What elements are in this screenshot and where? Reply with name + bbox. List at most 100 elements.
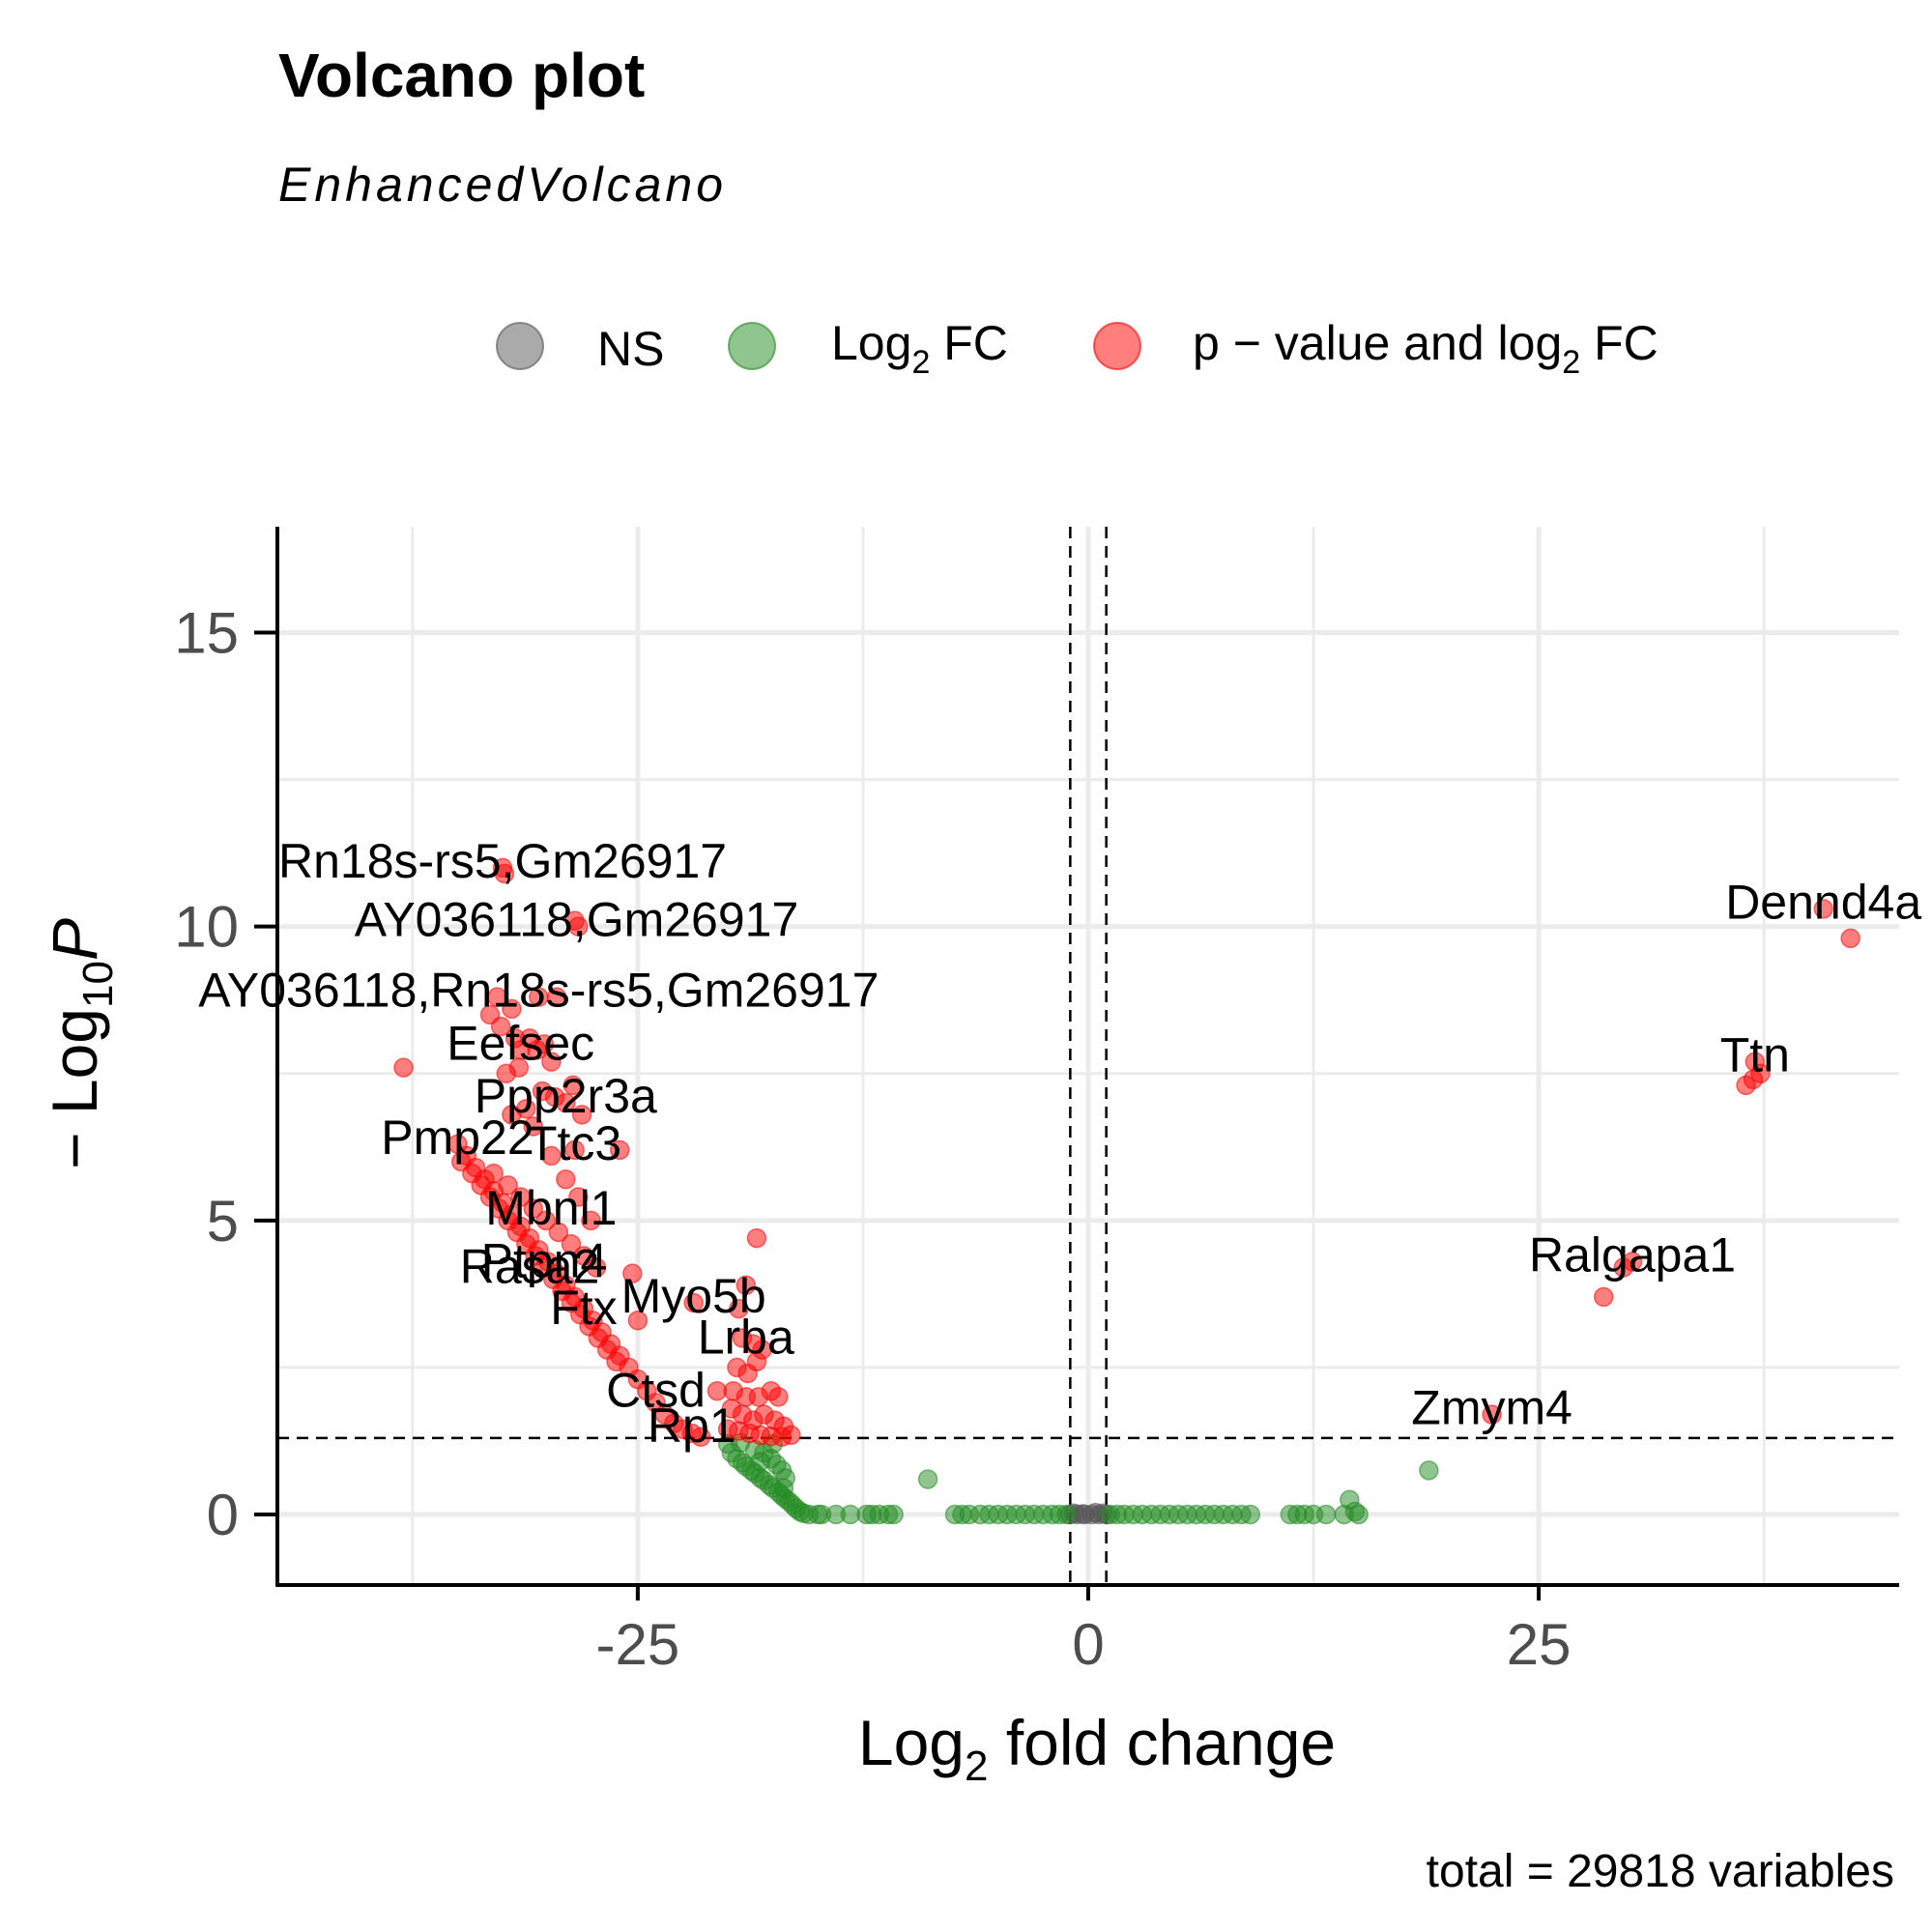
gene-label-zmym4: Zmym4	[1411, 1381, 1572, 1435]
x-axis-ticks: -25 0 25	[596, 1585, 1572, 1677]
gene-label-lrba: Lrba	[698, 1311, 794, 1365]
legend-label-pvalue-rest: FC	[1580, 316, 1658, 370]
x-axis-title-main: Log	[858, 1707, 965, 1778]
data-point	[735, 1275, 757, 1295]
data-point	[494, 863, 515, 884]
data-point	[773, 1478, 794, 1498]
gene-label-ttn: Ttn	[1720, 1028, 1790, 1082]
y-tick-label: 15	[174, 601, 239, 666]
data-point	[548, 1222, 569, 1243]
y-axis-title-main: − Log	[39, 1008, 110, 1169]
gene-label-ptpn4: Ptpn4	[481, 1234, 608, 1288]
data-point	[573, 1246, 594, 1266]
data-point	[781, 1425, 801, 1446]
data-point	[393, 1057, 414, 1078]
gene-label-myo5b: Myo5b	[621, 1269, 766, 1323]
data-point	[1840, 928, 1860, 949]
gene-label-rasa2: Rasa2	[460, 1240, 600, 1294]
data-point	[581, 1210, 601, 1231]
legend-label-ns: NS	[597, 322, 664, 376]
gene-label-ay036118-gm26917: AY036118,Gm26917	[355, 893, 799, 947]
data-point	[1813, 899, 1833, 919]
data-point	[690, 1427, 711, 1447]
gene-label-ftx: Ftx	[550, 1281, 617, 1335]
data-point	[510, 1187, 531, 1207]
series-p-value-and-log2-fc	[393, 857, 1860, 1447]
legend-label-log2fc-main: Log	[831, 316, 911, 370]
legend-swatch-pvalue-log2fc	[1093, 322, 1141, 370]
legend-label-log2fc-rest: FC	[930, 316, 1008, 370]
data-point	[586, 1257, 607, 1278]
data-point	[541, 1052, 562, 1072]
data-point	[535, 1210, 557, 1231]
y-tick-label: 5	[207, 1189, 239, 1254]
gene-label-rp1: Rp1	[648, 1399, 736, 1453]
y-axis-title-p: P	[39, 918, 110, 961]
data-point	[556, 1169, 576, 1190]
x-tick-label: 25	[1507, 1612, 1572, 1677]
data-point	[502, 998, 522, 1020]
data-point	[483, 1163, 504, 1184]
y-axis-title: − Log10P	[39, 918, 122, 1169]
y-axis-ticks: 0 5 10 15	[174, 601, 277, 1547]
legend-item-log2fc: Log2 FC	[728, 316, 1008, 381]
gene-label-eefsec: Eefsec	[447, 1016, 594, 1070]
x-axis-title-rest: fold change	[988, 1707, 1336, 1778]
data-point	[1348, 1504, 1369, 1525]
data-point	[571, 1105, 592, 1125]
legend-label-pvalue-log2fc: p − value and log2 FC	[1193, 316, 1658, 381]
gene-label-dennd4a: Dennd4a	[1725, 875, 1921, 929]
data-point	[917, 1469, 938, 1489]
legend-label-log2fc: Log2 FC	[831, 316, 1008, 381]
data-point	[1593, 1286, 1614, 1308]
data-point	[568, 916, 589, 937]
legend-swatch-ns	[496, 322, 544, 370]
data-point	[546, 987, 567, 1007]
gene-label-ralgapa1: Ralgapa1	[1529, 1227, 1736, 1282]
data-point	[883, 1504, 904, 1525]
data-point	[516, 1099, 536, 1119]
data-points	[393, 857, 1860, 1525]
y-axis-title-sub: 10	[74, 961, 122, 1008]
data-point	[533, 1034, 555, 1054]
data-point	[683, 1292, 704, 1313]
data-point	[746, 1351, 767, 1372]
x-tick-label: -25	[596, 1612, 680, 1677]
chart-title: Volcano plot	[278, 41, 645, 110]
data-point	[609, 1139, 630, 1161]
data-point	[562, 1075, 584, 1096]
y-tick-label: 10	[174, 895, 239, 960]
data-point	[508, 1057, 530, 1078]
legend-label-log2fc-sub: 2	[911, 344, 930, 381]
data-point	[523, 1198, 544, 1219]
data-point	[622, 1263, 643, 1283]
gene-label-rn18s-rs5-gm26917: Rn18s-rs5,Gm26917	[278, 834, 727, 888]
x-axis-title-sub: 2	[965, 1743, 988, 1790]
data-point	[498, 1175, 518, 1196]
data-point	[564, 1139, 585, 1161]
data-point	[768, 1387, 789, 1407]
series-log2-fc	[717, 1432, 1439, 1525]
gene-label-ctsd: Ctsd	[606, 1363, 706, 1417]
chart-subtitle: EnhancedVolcano	[278, 158, 727, 212]
gene-label-ay036118-rn18s-rs5-gm26917: AY036118,Rn18s-rs5,Gm26917	[198, 964, 879, 1018]
y-tick-label: 0	[207, 1483, 239, 1547]
gene-label-pmp22: Pmp22	[381, 1110, 533, 1165]
caption: total = 29818 variables	[1427, 1846, 1894, 1897]
data-point	[1419, 1460, 1439, 1481]
data-point	[1240, 1504, 1261, 1525]
cutoff-lines	[277, 527, 1899, 1585]
data-point	[1482, 1404, 1502, 1425]
data-point	[750, 1452, 770, 1472]
data-point	[561, 1233, 582, 1254]
data-point	[568, 1187, 589, 1207]
data-point	[606, 1351, 626, 1372]
data-point	[556, 1092, 576, 1113]
legend-swatch-log2fc	[728, 322, 776, 370]
legend-label-pvalue-sub: 2	[1562, 344, 1580, 381]
data-point	[1743, 1069, 1764, 1090]
x-axis-title: Log2 fold change	[858, 1707, 1336, 1790]
legend: NS Log2 FC p − value and log2 FC	[496, 316, 1658, 381]
